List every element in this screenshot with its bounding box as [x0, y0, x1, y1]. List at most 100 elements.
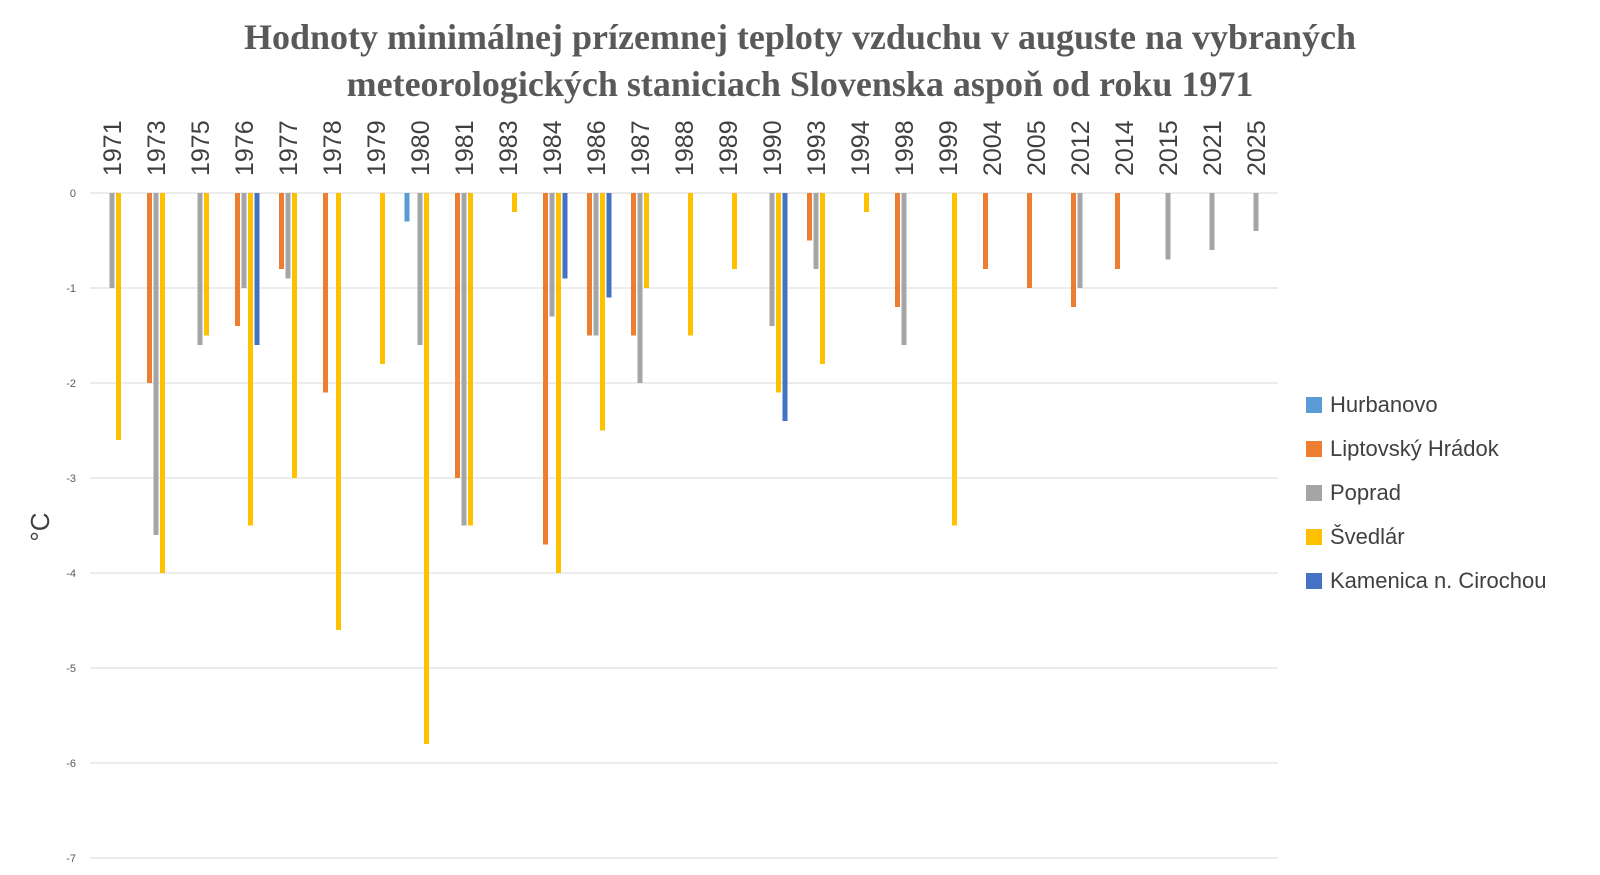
- bar: [235, 193, 240, 326]
- x-category-label: 1980: [407, 120, 435, 176]
- bar: [983, 193, 988, 269]
- x-category-label: 1989: [715, 120, 743, 176]
- bar: [631, 193, 636, 336]
- x-category-label: 1983: [495, 120, 523, 176]
- y-tick-label: -2: [66, 378, 76, 390]
- x-category-label: 1976: [231, 120, 259, 176]
- y-axis-label: °C: [25, 512, 55, 541]
- chart-title: Hodnoty minimálnej prízemnej teploty vzd…: [100, 14, 1500, 108]
- bar: [461, 193, 467, 526]
- bar: [644, 193, 649, 288]
- x-category-label: 1999: [935, 120, 963, 176]
- bar: [1115, 193, 1120, 269]
- x-category-label: 2004: [979, 120, 1007, 176]
- y-tick-label: -1: [66, 283, 76, 295]
- legend-label: Liptovský Hrádok: [1330, 436, 1499, 461]
- bar: [292, 193, 297, 478]
- legend-swatch: [1306, 485, 1322, 501]
- y-tick-label: 0: [70, 188, 76, 200]
- x-category-label: 1981: [451, 120, 479, 176]
- bar: [952, 193, 957, 526]
- bar: [336, 193, 341, 630]
- legend: Hurbanovo Liptovský Hrádok Poprad Švedlár Ka…: [1306, 383, 1546, 603]
- bar: [688, 193, 693, 336]
- bar: [1077, 193, 1083, 288]
- bar: [543, 193, 548, 545]
- x-category-label: 1984: [539, 120, 567, 176]
- x-category-label: 2005: [1023, 120, 1051, 176]
- x-category-label: 1978: [319, 120, 347, 176]
- y-tick-label: -3: [66, 473, 76, 485]
- bar: [424, 193, 429, 744]
- bar: [732, 193, 737, 269]
- x-category-label: 1988: [671, 120, 699, 176]
- bar: [204, 193, 209, 336]
- bar: [562, 193, 568, 279]
- x-category-label: 2012: [1067, 120, 1095, 176]
- bar: [593, 193, 599, 336]
- x-category-label: 1977: [275, 120, 303, 176]
- legend-item: Poprad: [1306, 471, 1546, 515]
- x-category-label: 2025: [1243, 120, 1271, 176]
- legend-label: Kamenica n. Cirochou: [1330, 568, 1547, 593]
- legend-swatch: [1306, 441, 1322, 457]
- y-tick-label: -4: [66, 568, 76, 580]
- bar: [417, 193, 423, 345]
- x-category-label: 1993: [803, 120, 831, 176]
- bar: [285, 193, 291, 279]
- bar: [254, 193, 260, 345]
- bar: [782, 193, 788, 421]
- x-category-label: 1973: [143, 120, 171, 176]
- bar: [813, 193, 819, 269]
- bar: [512, 193, 517, 212]
- bar: [1071, 193, 1076, 307]
- x-category-label: 2014: [1111, 120, 1139, 176]
- legend-item: Liptovský Hrádok: [1306, 427, 1546, 471]
- bar: [606, 193, 612, 298]
- legend-label: Poprad: [1330, 480, 1401, 505]
- bar: [600, 193, 605, 431]
- bar: [248, 193, 253, 526]
- bar: [147, 193, 152, 383]
- legend-label: Hurbanovo: [1330, 392, 1438, 417]
- bar: [109, 193, 115, 288]
- bar: [116, 193, 121, 440]
- bar: [241, 193, 247, 288]
- bar: [864, 193, 869, 212]
- x-category-label: 1987: [627, 120, 655, 176]
- y-tick-label: -6: [66, 758, 76, 770]
- legend-swatch: [1306, 397, 1322, 413]
- chart-title-line-2: meteorologických staniciach Slovenska as…: [346, 64, 1254, 104]
- x-axis-category-labels: 1971 1973 1975 1976 1977 1978 1979 1980 1981 1983…: [99, 120, 1271, 176]
- legend-swatch: [1306, 573, 1322, 589]
- bars: [109, 193, 1259, 744]
- bar: [769, 193, 775, 326]
- bar: [895, 193, 900, 307]
- legend-item: Švedlár: [1306, 515, 1546, 559]
- y-axis-ticks: 0 -1 -2 -3 -4 -5 -6 -7: [66, 188, 76, 865]
- x-category-label: 2021: [1199, 120, 1227, 176]
- x-category-label: 1986: [583, 120, 611, 176]
- bar: [556, 193, 561, 573]
- bar: [807, 193, 812, 241]
- chart-title-line-1: Hodnoty minimálnej prízemnej teploty vzd…: [243, 17, 1357, 57]
- y-tick-label: -5: [66, 663, 76, 675]
- bar: [455, 193, 460, 478]
- bar: [279, 193, 284, 269]
- bar: [1027, 193, 1032, 288]
- x-category-label: 2015: [1155, 120, 1183, 176]
- legend-item: Hurbanovo: [1306, 383, 1546, 427]
- bar: [468, 193, 473, 526]
- x-category-label: 1979: [363, 120, 391, 176]
- bar: [1165, 193, 1171, 260]
- x-category-label: 1975: [187, 120, 215, 176]
- x-category-label: 1998: [891, 120, 919, 176]
- bar: [197, 193, 203, 345]
- bar: [404, 193, 410, 222]
- bar: [549, 193, 555, 317]
- y-tick-label: -7: [66, 853, 76, 865]
- bar: [820, 193, 825, 364]
- legend-label: Švedlár: [1330, 524, 1405, 549]
- bar: [901, 193, 907, 345]
